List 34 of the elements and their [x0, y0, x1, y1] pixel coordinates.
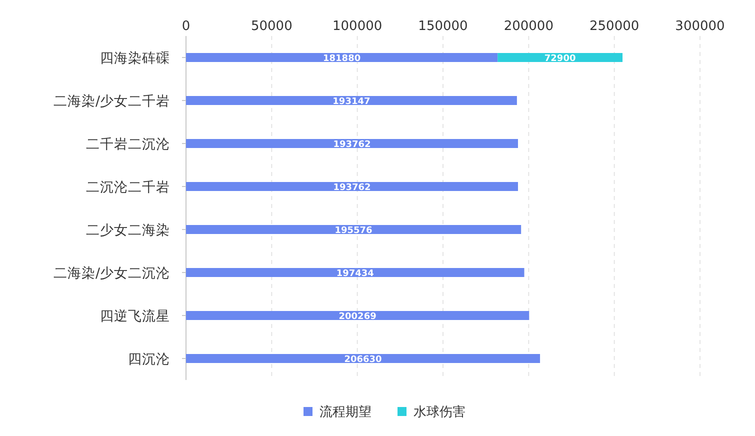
data-label: 197434	[336, 269, 374, 279]
data-label: 200269	[338, 312, 376, 322]
data-label: 72900	[544, 54, 576, 64]
x-tick-label: 200000	[504, 19, 554, 34]
bar	[186, 53, 498, 62]
legend-label: 流程期望	[320, 404, 372, 420]
y-tick-label: 二沉沦二千岩	[86, 180, 170, 196]
bar	[186, 139, 518, 148]
data-label: 193762	[333, 183, 371, 193]
data-label: 193147	[332, 97, 370, 107]
bar	[186, 354, 540, 363]
x-tick-label: 250000	[590, 19, 640, 34]
bar	[186, 268, 524, 277]
x-tick-label: 0	[182, 19, 190, 34]
bar	[186, 225, 522, 234]
y-tick-label: 二海染/少女二千岩	[53, 94, 170, 110]
x-tick-label: 50000	[250, 19, 292, 34]
x-tick-label: 100000	[332, 19, 382, 34]
y-tick-label: 二少女二海染	[86, 222, 170, 238]
x-tick-label: 300000	[675, 19, 725, 34]
data-label: 181880	[323, 54, 361, 64]
y-tick-label: 四沉沦	[128, 352, 170, 368]
bar	[186, 311, 530, 320]
data-label: 195576	[334, 226, 372, 236]
bar	[186, 96, 517, 105]
x-tick-label: 150000	[418, 19, 468, 34]
data-label: 206630	[344, 355, 382, 365]
y-tick-label: 四逆飞流星	[100, 308, 170, 324]
y-tick-label: 四海染砗磲	[100, 50, 170, 66]
legend-label: 水球伤害	[414, 404, 466, 420]
bar	[186, 182, 518, 191]
data-label: 193762	[333, 140, 371, 150]
y-tick-label: 二千岩二沉沦	[86, 136, 170, 152]
y-tick-label: 二海染/少女二沉沦	[53, 266, 170, 282]
